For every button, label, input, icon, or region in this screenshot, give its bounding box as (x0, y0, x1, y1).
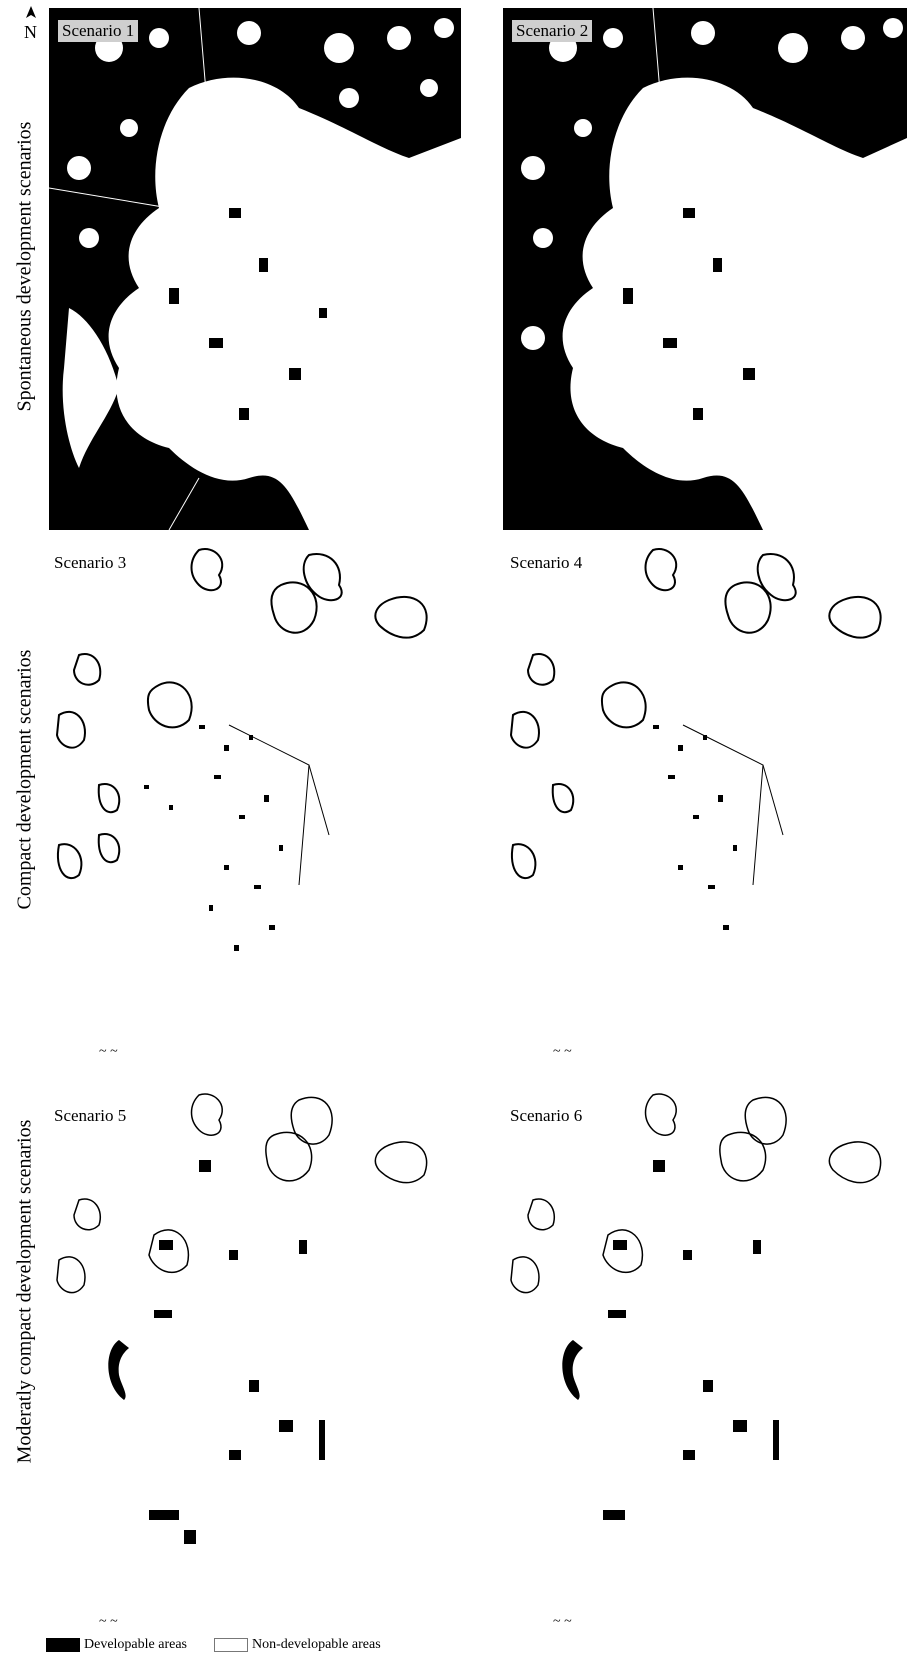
row-label-compact: Compact development scenarios (13, 649, 36, 910)
panel-label-scenario-1: Scenario 1 (58, 20, 139, 42)
map-panel-scenario-6: ~ ~ (503, 1090, 907, 1630)
legend: Developable areas Non-developable areas (46, 1637, 466, 1655)
north-label: N (24, 22, 37, 42)
svg-text:~ ~: ~ ~ (99, 1044, 118, 1059)
legend-item-non-developable: Non-developable areas (214, 1637, 381, 1653)
map-panel-scenario-3: ~ ~ (49, 545, 461, 1065)
map-panel-scenario-1 (49, 8, 461, 530)
map-panel-scenario-5: ~ ~ (49, 1090, 461, 1630)
legend-label-developable: Developable areas (84, 1637, 187, 1652)
legend-item-developable: Developable areas (46, 1637, 187, 1653)
map-panel-scenario-4: ~ ~ (503, 545, 907, 1065)
panel-label-scenario-3: Scenario 3 (54, 553, 127, 572)
panel-label-scenario-4: Scenario 4 (510, 553, 583, 572)
svg-text:~ ~: ~ ~ (553, 1044, 572, 1059)
svg-text:~ ~: ~ ~ (553, 1614, 572, 1629)
svg-text:~ ~: ~ ~ (99, 1614, 118, 1629)
panel-label-scenario-2: Scenario 2 (512, 20, 593, 42)
map-panel-scenario-2 (503, 8, 907, 530)
panel-label-scenario-5: Scenario 5 (54, 1106, 127, 1125)
row-label-spontaneous: Spontaneous development scenarios (13, 121, 36, 412)
north-arrow-icon: N (18, 4, 44, 44)
panel-label-scenario-6: Scenario 6 (510, 1106, 583, 1125)
row-label-moderately-compact: Moderatly compact development scenarios (13, 1119, 36, 1464)
legend-swatch-non-developable (214, 1637, 248, 1652)
legend-swatch-developable (46, 1637, 80, 1652)
legend-label-non-developable: Non-developable areas (252, 1637, 381, 1652)
